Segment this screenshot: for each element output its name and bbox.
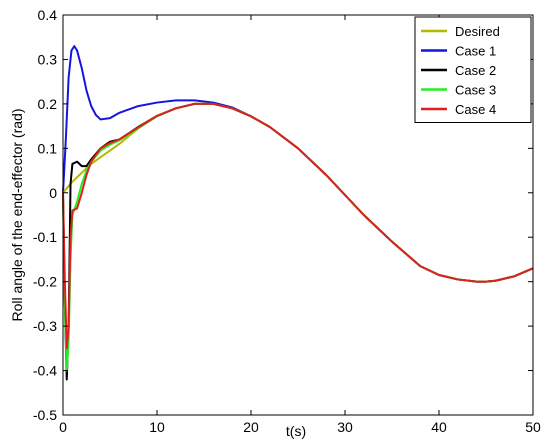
x-tick-label: 20	[243, 419, 259, 435]
legend-entry: Case 3	[455, 83, 496, 98]
series-layer	[62, 45, 534, 381]
y-tick-label: -0.3	[33, 318, 57, 334]
x-tick-label: 40	[431, 419, 447, 435]
y-tick-label: 0.4	[38, 7, 58, 23]
legend: Desired Case 1 Case 2 Case 3 Case 4	[414, 16, 532, 123]
y-axis-label: Roll angle of the end-effector (rad)	[9, 109, 25, 322]
x-tick-label: 30	[337, 419, 353, 435]
x-tick-label: 0	[59, 419, 67, 435]
x-axis-label: t(s)	[286, 423, 306, 439]
y-tick-label: -0.4	[33, 363, 57, 379]
y-tick-label: 0.3	[38, 51, 58, 67]
x-tick-label: 10	[149, 419, 165, 435]
y-tick-label: -0.5	[33, 407, 57, 423]
legend-entry: Case 4	[455, 102, 496, 117]
legend-entry: Case 1	[455, 44, 496, 59]
y-tick-label: 0.1	[38, 140, 58, 156]
y-tick-label: 0	[49, 185, 57, 201]
x-tick-label: 50	[525, 419, 541, 435]
y-tick-label: -0.1	[33, 229, 57, 245]
y-tick-label: 0.2	[38, 96, 58, 112]
series-line-case-4	[62, 102, 534, 350]
legend-entry: Case 2	[455, 63, 496, 78]
y-tick-label: -0.2	[33, 274, 57, 290]
ticks-layer: 0 10 20 30 40 50 -0.5 -0.4 -0.3 -0.2 -0.1 0 0.1 0.2 0.…	[33, 7, 541, 435]
legend-entry: Desired	[455, 24, 500, 39]
plot-frame	[62, 14, 534, 416]
